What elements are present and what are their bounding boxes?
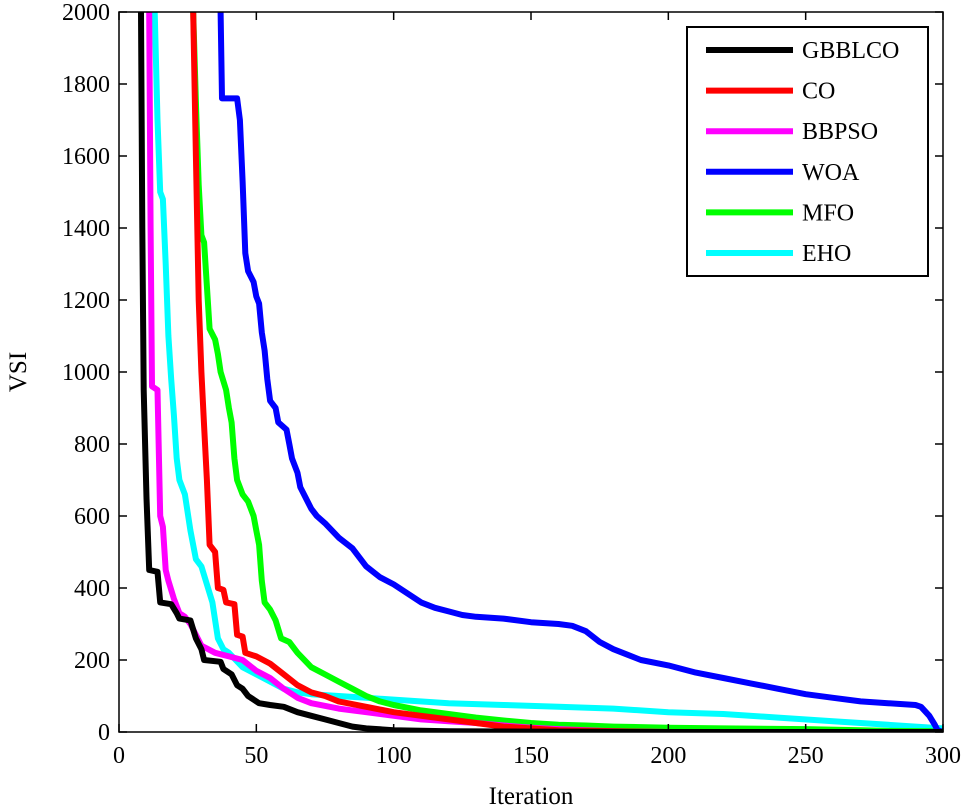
x-tick-label: 100 [376,743,412,769]
y-tick-label: 1400 [62,216,110,242]
series-layer [138,12,943,732]
y-tick-label: 1000 [62,360,110,386]
y-tick-label: 1200 [62,288,110,314]
axes-layer: 0 50 100 150 200 250 300 0 200 400 600 800 1000 1200 1… [62,0,961,769]
legend-label-eho: EHO [802,241,851,267]
legend-box [686,26,929,277]
legend-label-bbpso: BBPSO [802,119,878,145]
y-tick-label: 800 [74,432,110,458]
y-tick-label: 400 [74,576,110,602]
legend-label-mfo: MFO [802,200,854,226]
series-line-woa [217,12,943,732]
series-line-co [190,12,943,732]
y-tick-label: 0 [98,720,110,746]
legend-items: GBBLCO CO BBPSO WOA MFO EHO [706,38,899,267]
x-tick-label: 150 [513,743,549,769]
x-tick-label: 200 [650,743,686,769]
y-tick-label: 2000 [62,0,110,26]
x-tick-label: 300 [925,743,961,769]
series-line-eho [151,12,943,732]
legend-label-woa: WOA [802,160,860,186]
legend-label-co: CO [802,79,835,105]
x-tick-label: 0 [113,743,125,769]
y-tick-label: 1600 [62,144,110,170]
x-tick-label: 50 [244,743,268,769]
x-axis-label: Iteration [489,783,574,809]
legend: GBBLCO CO BBPSO WOA MFO EHO [686,26,929,277]
legend-label-gbblco: GBBLCO [802,38,899,64]
y-tick-label: 600 [74,504,110,530]
series-line-mfo [190,12,943,732]
y-axis-label: VSI [5,352,32,392]
y-tick-label: 200 [74,648,110,674]
y-tick-label: 1800 [62,72,110,98]
series-line-gbblco [138,12,943,732]
x-tick-label: 250 [788,743,824,769]
